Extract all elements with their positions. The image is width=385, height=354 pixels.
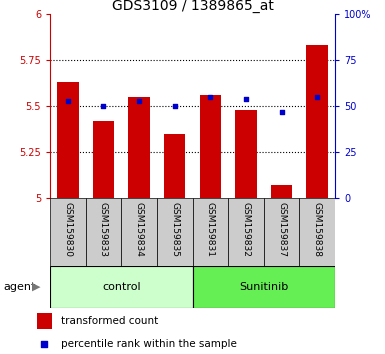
Bar — [192, 198, 228, 266]
Bar — [164, 134, 186, 198]
Text: GSM159830: GSM159830 — [64, 202, 72, 257]
Point — [172, 103, 178, 109]
Point — [207, 94, 213, 100]
Title: GDS3109 / 1389865_at: GDS3109 / 1389865_at — [112, 0, 273, 13]
Bar — [192, 266, 335, 308]
Text: percentile rank within the sample: percentile rank within the sample — [61, 339, 237, 349]
Text: GSM159837: GSM159837 — [277, 202, 286, 257]
Bar — [228, 198, 264, 266]
Point — [42, 341, 48, 347]
Bar — [306, 45, 328, 198]
Point — [65, 98, 71, 103]
Text: GSM159838: GSM159838 — [313, 202, 321, 257]
Point — [278, 109, 285, 115]
Bar — [300, 198, 335, 266]
Bar — [50, 198, 85, 266]
Bar — [199, 95, 221, 198]
Text: GSM159832: GSM159832 — [241, 202, 250, 257]
Text: agent: agent — [4, 282, 36, 292]
Text: transformed count: transformed count — [61, 316, 159, 326]
Point — [136, 98, 142, 103]
Bar — [93, 121, 114, 198]
Bar — [121, 198, 157, 266]
Bar — [235, 110, 257, 198]
Bar — [57, 82, 79, 198]
Text: Sunitinib: Sunitinib — [239, 282, 288, 292]
Text: ▶: ▶ — [32, 282, 40, 292]
Text: GSM159834: GSM159834 — [135, 202, 144, 257]
Bar — [264, 198, 300, 266]
Text: GSM159833: GSM159833 — [99, 202, 108, 257]
Text: control: control — [102, 282, 141, 292]
Bar — [271, 185, 292, 198]
Bar — [85, 198, 121, 266]
Text: GSM159831: GSM159831 — [206, 202, 215, 257]
Point — [100, 103, 107, 109]
Point — [243, 96, 249, 102]
Text: GSM159835: GSM159835 — [170, 202, 179, 257]
Bar — [157, 198, 192, 266]
Bar — [128, 97, 150, 198]
Bar — [50, 266, 192, 308]
Point — [314, 94, 320, 100]
Bar — [37, 313, 52, 329]
